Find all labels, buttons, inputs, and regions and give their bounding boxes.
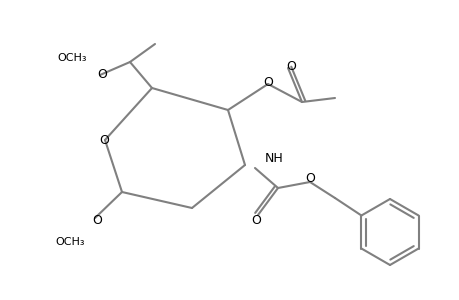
Text: O: O (285, 59, 295, 73)
Text: O: O (263, 76, 272, 88)
Text: O: O (97, 68, 106, 82)
Text: NH: NH (264, 152, 283, 164)
Text: O: O (251, 214, 260, 227)
Text: OCH₃: OCH₃ (57, 53, 87, 63)
Text: O: O (304, 172, 314, 185)
Text: O: O (99, 134, 109, 146)
Text: O: O (92, 214, 102, 226)
Text: OCH₃: OCH₃ (55, 237, 84, 247)
